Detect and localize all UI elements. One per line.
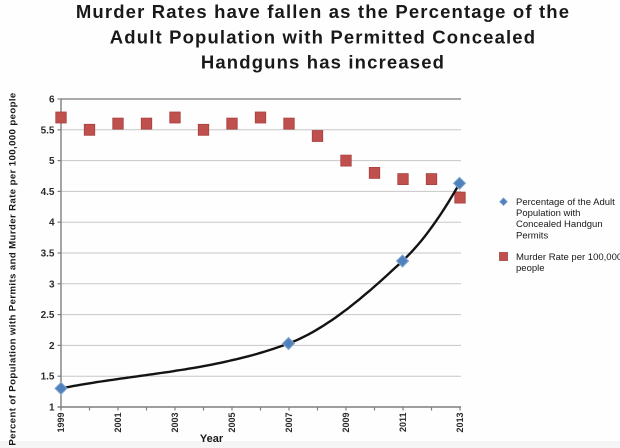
svg-text:2011: 2011: [398, 413, 408, 433]
svg-text:3.5: 3.5: [41, 249, 55, 260]
svg-text:Percentage of the Adult: Percentage of the Adult: [516, 197, 615, 208]
svg-text:2: 2: [49, 341, 55, 352]
svg-text:Adult Population with Permitte: Adult Population with Permitted Conceale…: [110, 26, 536, 47]
svg-text:3: 3: [49, 279, 55, 290]
svg-text:4.5: 4.5: [41, 187, 55, 198]
svg-text:Murder Rate per 100,000: Murder Rate per 100,000: [516, 252, 620, 263]
svg-text:Permits: Permits: [516, 230, 548, 241]
svg-text:2.5: 2.5: [41, 310, 55, 321]
svg-text:Percent of Population with Per: Percent of Population with Permits and M…: [8, 92, 19, 445]
svg-text:2009: 2009: [341, 413, 351, 433]
svg-text:Concealed Handgun: Concealed Handgun: [516, 219, 603, 230]
svg-text:4: 4: [49, 218, 55, 229]
svg-text:1: 1: [49, 403, 55, 414]
svg-text:2013: 2013: [455, 413, 465, 433]
svg-text:2003: 2003: [170, 413, 180, 433]
svg-text:6: 6: [49, 95, 55, 106]
svg-text:1.5: 1.5: [41, 372, 55, 383]
svg-text:Population with: Population with: [516, 208, 580, 219]
svg-text:people: people: [516, 263, 545, 274]
svg-text:2005: 2005: [227, 413, 237, 433]
svg-text:2007: 2007: [284, 413, 294, 433]
svg-text:1999: 1999: [56, 413, 66, 433]
svg-text:Handguns has increased: Handguns has increased: [201, 52, 445, 73]
svg-text:5.5: 5.5: [41, 125, 55, 136]
svg-text:5: 5: [49, 156, 55, 167]
svg-text:2001: 2001: [113, 413, 123, 433]
svg-text:Murder Rates have fallen as th: Murder Rates have fallen as the Percenta…: [76, 1, 570, 22]
svg-text:Year: Year: [200, 433, 224, 445]
